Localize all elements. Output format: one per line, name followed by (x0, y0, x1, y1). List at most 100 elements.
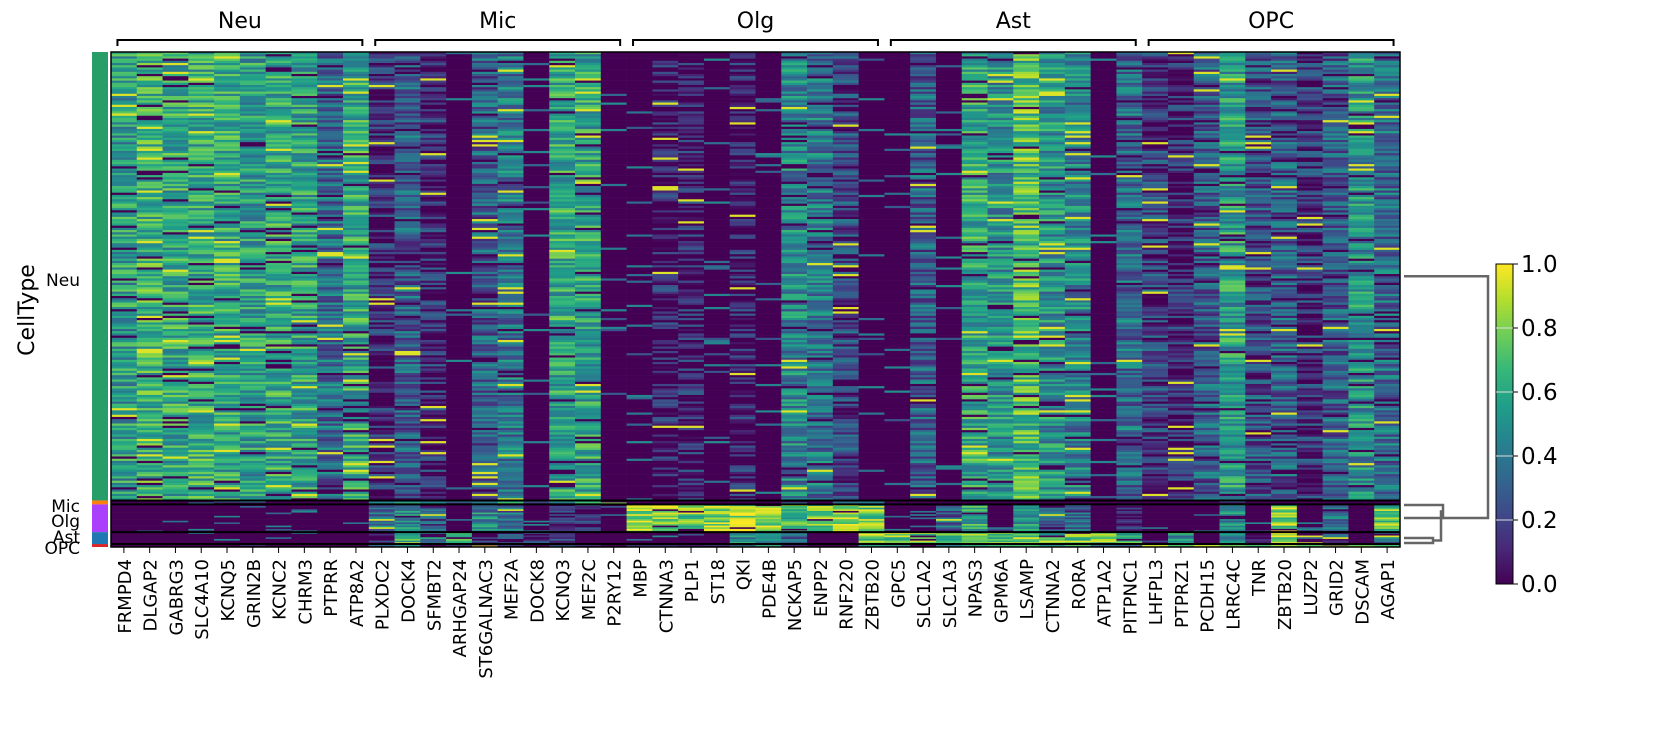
heatmap-cell (446, 463, 473, 466)
heatmap-cell (239, 408, 266, 411)
heatmap-cell (317, 482, 344, 486)
heatmap-cell (394, 443, 421, 446)
heatmap-cell (523, 258, 550, 262)
heatmap-cell (678, 280, 705, 284)
heatmap-cell (497, 339, 524, 343)
heatmap-cell (678, 179, 705, 183)
heatmap-cell (549, 71, 576, 75)
heatmap-cell (394, 291, 421, 295)
heatmap-cell (343, 414, 370, 418)
heatmap-cell (703, 155, 731, 158)
heatmap-cell (471, 419, 498, 422)
heatmap-cell (368, 170, 395, 174)
heatmap-cell (523, 126, 550, 130)
heatmap-cell (111, 188, 138, 191)
heatmap-cell (265, 122, 292, 125)
heatmap-cell (291, 170, 318, 174)
heatmap-cell (394, 201, 421, 204)
heatmap-cell (420, 372, 447, 376)
heatmap-cell (265, 432, 292, 435)
heatmap-cell (549, 370, 576, 374)
heatmap-cell (343, 52, 370, 55)
heatmap-cell (394, 234, 421, 237)
heatmap-cell (703, 449, 731, 453)
heatmap-cell (626, 109, 653, 112)
heatmap-cell (420, 73, 447, 77)
heatmap-cell (368, 419, 395, 422)
heatmap-cell (652, 307, 679, 310)
heatmap-cell (549, 78, 576, 81)
heatmap-cell (111, 394, 138, 398)
heatmap-cell (497, 324, 524, 328)
heatmap-cell (703, 113, 731, 117)
heatmap-cell (729, 146, 756, 150)
heatmap-cell (703, 210, 731, 213)
heatmap-cell (136, 142, 163, 145)
heatmap-cell (729, 131, 756, 134)
heatmap-cell (265, 280, 292, 284)
var-group-label: Ast (996, 9, 1032, 34)
heatmap-cell (678, 128, 705, 132)
heatmap-cell (600, 133, 627, 136)
heatmap-cell (343, 230, 370, 233)
heatmap-cell (291, 216, 318, 220)
heatmap-cell (214, 73, 241, 77)
heatmap-cell (368, 62, 395, 66)
heatmap-cell (471, 326, 498, 330)
heatmap-cell (523, 379, 550, 383)
heatmap-cell (600, 194, 627, 198)
heatmap-cell (265, 372, 292, 376)
heatmap-cell (600, 274, 627, 277)
heatmap-cell (368, 298, 395, 301)
heatmap-cell (420, 392, 447, 396)
heatmap-cell (291, 137, 318, 141)
heatmap-cell (162, 58, 189, 62)
heatmap-cell (471, 307, 498, 310)
heatmap-cell (497, 214, 524, 218)
heatmap-cell (368, 227, 395, 231)
heatmap-cell (626, 285, 653, 288)
heatmap-cell (394, 188, 421, 191)
heatmap-cell (652, 109, 679, 112)
heatmap-cell (575, 465, 602, 468)
heatmap-cell (291, 223, 318, 226)
heatmap-cell (549, 287, 576, 290)
heatmap-cell (291, 208, 318, 211)
heatmap-cell (239, 311, 266, 314)
heatmap-cell (188, 298, 215, 301)
heatmap-cell (239, 197, 266, 200)
heatmap-cell (317, 260, 344, 264)
heatmap-cell (265, 443, 292, 446)
heatmap-cell (214, 102, 241, 106)
heatmap-cell (343, 403, 370, 407)
heatmap-cell (239, 403, 266, 407)
heatmap-cell (162, 76, 189, 79)
heatmap-cell (343, 197, 370, 200)
heatmap-cell (317, 236, 344, 240)
heatmap-cell (162, 216, 189, 220)
heatmap-cell (265, 333, 292, 336)
heatmap-cell (239, 465, 266, 468)
heatmap-cell (368, 95, 395, 99)
heatmap-cell (317, 245, 344, 248)
heatmap-cell (343, 78, 370, 81)
heatmap-cell (368, 425, 395, 429)
heatmap-cell (394, 300, 421, 303)
heatmap-cell (549, 56, 576, 59)
heatmap-cell (420, 421, 447, 424)
heatmap-cell (317, 109, 344, 112)
heatmap-cell (575, 234, 602, 237)
heatmap-cell (291, 166, 318, 169)
heatmap-cell (162, 168, 189, 172)
heatmap-cell (265, 427, 292, 431)
heatmap-cell (549, 170, 576, 174)
heatmap-cell (368, 137, 395, 141)
heatmap-cell (343, 348, 370, 352)
heatmap-cell (497, 150, 524, 154)
heatmap-cell (471, 285, 498, 288)
heatmap-cell (446, 199, 473, 202)
heatmap-cell (600, 480, 627, 484)
heatmap-cell (111, 458, 138, 462)
heatmap-cell (497, 485, 524, 488)
heatmap-cell (162, 386, 189, 389)
